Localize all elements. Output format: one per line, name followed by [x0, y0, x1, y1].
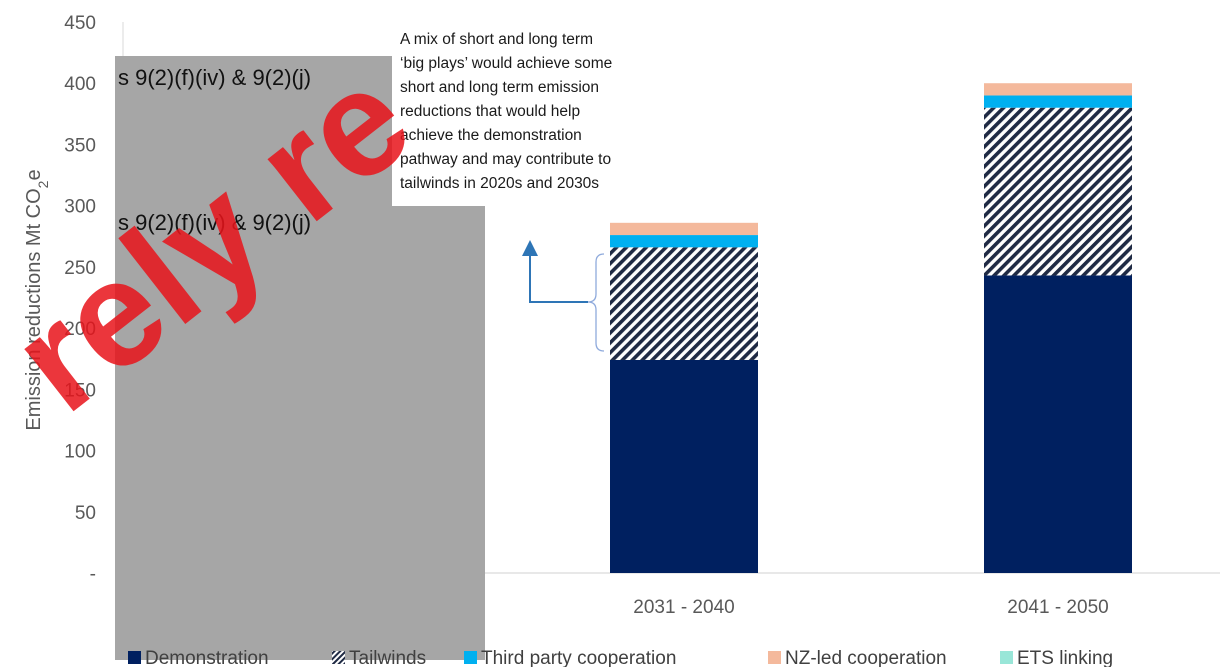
bar-segment-demonstration [610, 359, 758, 573]
legend-label: NZ-led cooperation [785, 648, 947, 667]
y-tick-label: 150 [64, 380, 96, 401]
arrow-head-icon [522, 240, 538, 256]
redaction-block-upper [115, 56, 390, 206]
legend-label: ETS linking [1017, 648, 1113, 667]
x-tick-labels: 2031 - 2040 2041 - 2050 [633, 597, 1108, 618]
x-tick-label: 2031 - 2040 [633, 597, 734, 618]
bar-segment-demonstration [984, 275, 1132, 573]
redaction-label-1: s 9(2)(f)(iv) & 9(2)(j) [118, 65, 311, 90]
bar-segment-nz-led-cooperation [984, 83, 1132, 96]
bar-segment-third-party-cooperation [610, 235, 758, 248]
annotation-line: short and long term emission [400, 79, 599, 96]
legend: Demonstration Tailwinds Third party cooper… [128, 648, 1113, 667]
legend-swatch-ets-linking [1000, 651, 1013, 664]
y-tick-labels: - 50 100 150 200 250 300 350 400 450 [64, 13, 96, 585]
bar-segment-tailwinds [610, 247, 758, 360]
bracket [587, 253, 605, 352]
annotation-line: ‘big plays’ would achieve some [400, 55, 612, 72]
y-tick-label: 450 [64, 13, 96, 34]
arrow-connector [529, 253, 588, 303]
redaction-label-2: s 9(2)(f)(iv) & 9(2)(j) [118, 210, 311, 235]
y-tick-label: 250 [64, 258, 96, 279]
legend-swatch-third-party-cooperation [464, 651, 477, 664]
annotation-text: A mix of short and long term ‘big plays’ … [400, 31, 612, 192]
annotation-line: pathway and may contribute to [400, 151, 611, 168]
bar-segment-nz-led-cooperation [610, 222, 758, 236]
x-tick-label: 2041 - 2050 [1007, 597, 1108, 618]
legend-label: Demonstration [145, 648, 269, 667]
y-tick-label: 400 [64, 74, 96, 95]
legend-swatch-demonstration [128, 651, 141, 664]
y-tick-label: 100 [64, 442, 96, 463]
legend-label: Third party cooperation [481, 648, 676, 667]
legend-swatch-nz-led-cooperation [768, 651, 781, 664]
annotation-line: achieve the demonstration [400, 127, 582, 144]
y-tick-label: 50 [75, 503, 96, 524]
y-tick-label: 300 [64, 197, 96, 218]
bar-stacks [610, 83, 1132, 573]
legend-label: Tailwinds [349, 648, 426, 667]
bar-segment-third-party-cooperation [984, 95, 1132, 108]
legend-swatch-tailwinds [332, 651, 345, 664]
annotation-line: A mix of short and long term [400, 31, 593, 48]
y-tick-label: 350 [64, 135, 96, 156]
annotation-line: reductions that would help [400, 103, 580, 120]
y-tick-label: 200 [64, 319, 96, 340]
annotation-box [392, 22, 692, 206]
annotation-line: tailwinds in 2020s and 2030s [400, 175, 599, 192]
y-tick-label: - [90, 564, 96, 585]
bar-segment-tailwinds [984, 107, 1132, 276]
y-axis-title: Emission reductions Mt CO2e [23, 169, 51, 430]
